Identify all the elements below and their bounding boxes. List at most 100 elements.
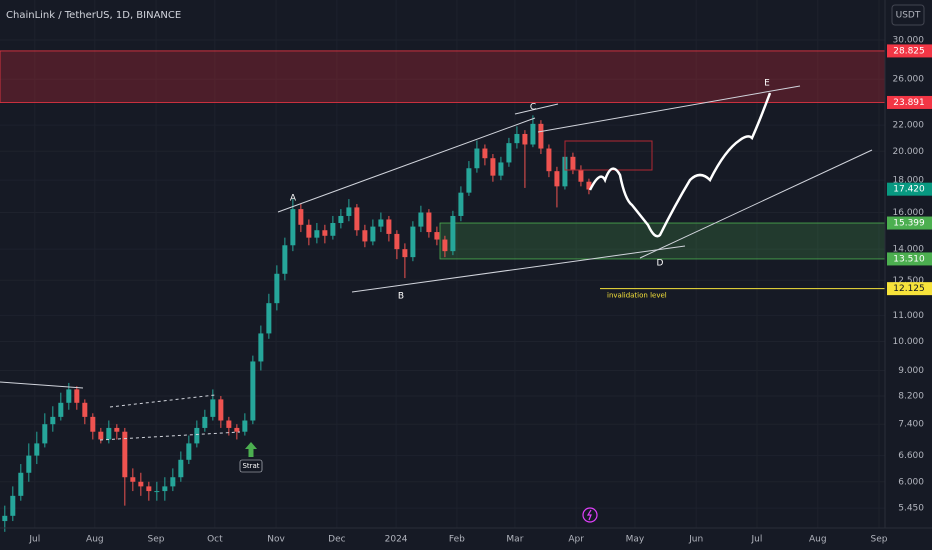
candle-body [554,171,560,187]
candle-body [282,245,288,274]
wave-path [588,92,772,238]
candle-body [66,389,72,403]
candle-body [570,156,576,170]
candle-body [306,224,312,238]
arrow-icon [245,442,257,457]
x-tick-label: Feb [449,535,465,545]
candle-body [218,399,224,421]
price-tag [887,252,932,266]
candle-body [322,230,328,236]
candle-body [378,219,384,227]
currency-label[interactable]: USDT [896,11,921,21]
wave-label: D [657,259,664,269]
trend-line [639,149,873,259]
chart-title: ChainLink / TetherUS, 1D, BINANCE [6,10,181,21]
price-tag [887,44,932,58]
candle-body [58,402,64,417]
price-tag [887,282,932,296]
wave-label: C [530,103,536,113]
y-tick-label: 6.600 [898,451,924,461]
candle-body [130,477,136,482]
candle-body [450,215,456,252]
candle-body [434,232,440,240]
candle-body [258,333,264,362]
x-tick-label: 2024 [385,535,408,545]
candle-body [154,491,160,493]
x-tick-label: Nov [267,535,285,545]
candle-body [202,416,208,428]
y-tick-label: 16.000 [893,208,925,218]
candle-body [402,249,408,258]
candle-body [370,226,376,242]
candle-body [578,169,584,182]
price-axis-panel [885,0,932,550]
candle-body [394,233,400,250]
y-tick-label: 9.000 [898,366,924,376]
candle-body [354,207,360,231]
price-tag [887,95,932,109]
candle-body [514,133,520,144]
price-tag-label: 28.825 [893,46,925,56]
axes: 30.000 26.000 22.000 20.000 18.000 16.000 14.0… [28,35,932,545]
candle-body [562,156,568,187]
candle-body [522,133,528,145]
candle-body [586,181,592,190]
event-icon [586,509,592,521]
y-tick-label: 8.200 [898,392,924,402]
trend-line [0,381,84,389]
trend-line [537,85,801,133]
candle-body [106,427,112,440]
y-tick-label: 12.500 [893,276,925,286]
y-tick-label: 18.000 [893,176,925,186]
candle-body [346,207,352,216]
candle-body [538,123,544,149]
candle-body [170,477,176,487]
candle-body [466,168,472,193]
invalidation-label: invalidation level [607,292,667,300]
candle-body [426,212,432,233]
candle-body [290,209,296,246]
x-tick-label: Sep [871,535,888,545]
wave-label: A [290,194,297,204]
candle-body [498,162,504,176]
price-tag-label: 17.420 [893,185,925,195]
x-tick-label: Oct [207,535,223,545]
candle-body [418,212,424,227]
candle-body [274,273,280,304]
trend-line [351,245,686,293]
trend-line [277,117,536,213]
x-tick-label: Aug [86,535,104,545]
candle-body [90,416,96,432]
candle-body [458,192,464,216]
x-tick-label: Apr [568,535,584,545]
y-tick-label: 22.000 [893,121,925,131]
y-tick-label: 20.000 [893,147,925,157]
candle-body [18,472,24,496]
candle-body [50,416,56,425]
candle-body [242,420,248,432]
wave-label: E [764,79,770,89]
candle-body [210,399,216,417]
y-tick-label: 11.000 [893,311,925,321]
target-box [564,140,653,171]
candle-body [146,486,152,492]
candle-body [410,226,416,258]
signal-box [239,459,263,473]
grid [0,0,885,528]
y-tick-label: 10.000 [893,337,925,347]
y-tick-label: 6.000 [898,477,924,487]
currency-button[interactable] [891,4,925,26]
candle-body [442,239,448,252]
resistance-zone [0,50,886,103]
candle-body [114,427,120,432]
price-tag-label: 13.510 [893,254,925,264]
x-tick-label: Sep [148,535,165,545]
candle-body [386,219,392,234]
trend-line [514,103,559,115]
candle-body [122,431,128,478]
x-tick-label: Aug [809,535,827,545]
candle-body [10,495,16,516]
candle-body [546,148,552,172]
